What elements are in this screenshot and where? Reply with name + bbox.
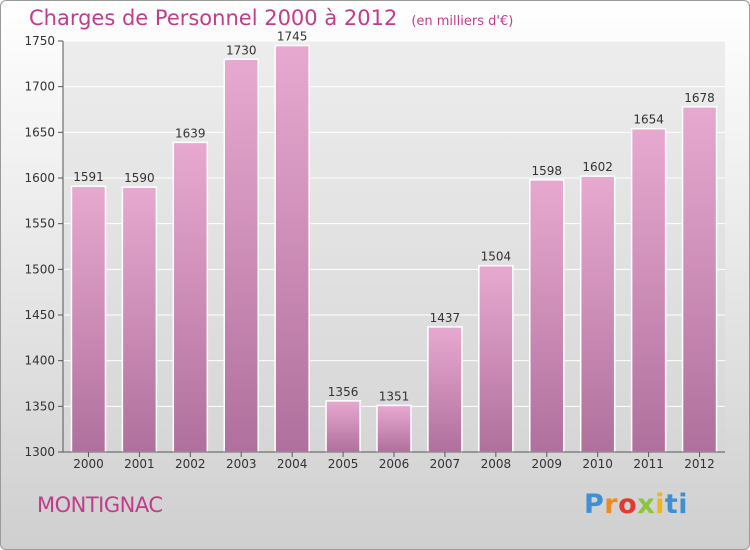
x-tick-label-2002: 2002 (175, 457, 206, 471)
y-tick-label: 1500 (24, 262, 55, 276)
value-label-2002: 1639 (175, 126, 206, 140)
value-label-2006: 1351 (379, 389, 410, 403)
x-tick-label-2008: 2008 (481, 457, 512, 471)
bar-2006 (376, 404, 412, 453)
bar-2010 (579, 175, 616, 453)
y-tick-label: 1400 (24, 354, 55, 368)
x-tick-label-2006: 2006 (379, 457, 410, 471)
x-tick-label-2010: 2010 (582, 457, 613, 471)
chart-subtitle: (en milliers d'€) (411, 14, 514, 29)
value-label-2008: 1504 (481, 250, 512, 264)
y-tick-label: 1650 (24, 125, 55, 139)
value-label-2001: 1590 (124, 171, 155, 185)
value-label-2000: 1591 (73, 170, 104, 184)
y-tick-label: 1450 (24, 308, 55, 322)
value-label-2007: 1437 (430, 311, 461, 325)
bar-2002 (172, 141, 209, 453)
x-tick-label-2000: 2000 (73, 457, 104, 471)
chart-title-text: Charges de Personnel 2000 à 2012 (29, 6, 398, 30)
y-tick-label: 1300 (24, 445, 55, 459)
y-tick-label: 1350 (24, 399, 55, 413)
x-tick-label-2003: 2003 (226, 457, 257, 471)
bar-2005 (325, 400, 361, 453)
chart-title: Charges de Personnel 2000 à 2012 (en mill… (29, 6, 513, 30)
y-tick-label: 1750 (24, 34, 55, 48)
value-label-2011: 1654 (633, 113, 664, 127)
bar-2009 (529, 179, 565, 453)
value-label-2005: 1356 (328, 385, 359, 399)
value-label-2012: 1678 (684, 91, 715, 105)
y-tick-label: 1600 (24, 171, 55, 185)
y-tick-label: 1550 (24, 217, 55, 231)
place-name: MONTIGNAC (37, 493, 163, 517)
x-tick-label-2009: 2009 (531, 457, 562, 471)
value-label-2003: 1730 (226, 43, 257, 57)
bar-2012 (681, 106, 718, 453)
bar-2001 (121, 186, 158, 453)
value-label-2010: 1602 (582, 160, 613, 174)
x-tick-label-2011: 2011 (633, 457, 664, 471)
bar-2004 (274, 44, 310, 453)
bar-2003 (223, 58, 259, 453)
bar-2008 (478, 264, 514, 453)
y-tick-label: 1700 (24, 80, 55, 94)
x-tick-label-2012: 2012 (684, 457, 715, 471)
bar-2000 (70, 185, 107, 453)
bar-2011 (630, 127, 667, 453)
value-label-2009: 1598 (531, 164, 562, 178)
value-label-2004: 1745 (277, 30, 308, 44)
x-tick-label-2007: 2007 (430, 457, 461, 471)
proxiti-logo: Proxiti (584, 489, 689, 520)
x-tick-label-2004: 2004 (277, 457, 308, 471)
x-tick-label-2001: 2001 (124, 457, 155, 471)
bar-2007 (427, 326, 463, 453)
x-tick-label-2005: 2005 (328, 457, 359, 471)
